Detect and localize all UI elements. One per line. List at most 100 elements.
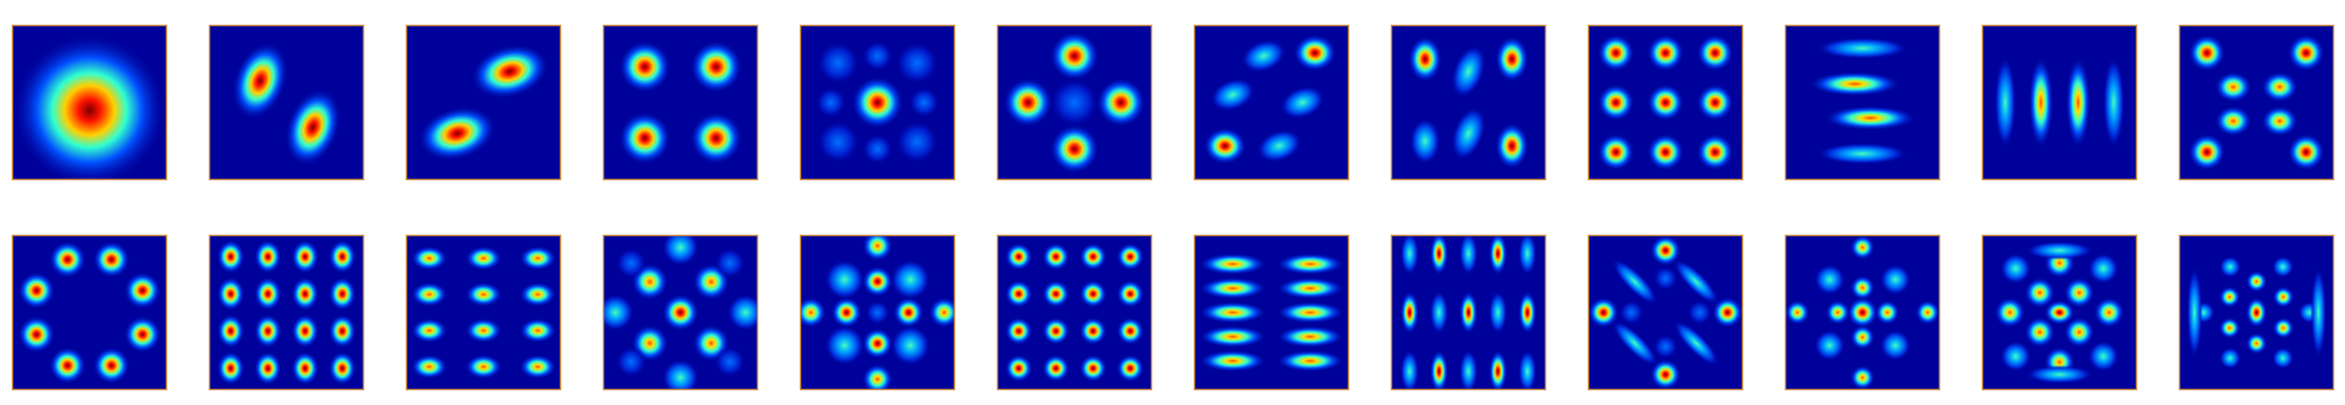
intensity-blob — [1276, 253, 1345, 275]
intensity-blob — [2261, 71, 2299, 103]
intensity-blob — [2219, 347, 2241, 369]
intensity-blob — [862, 266, 893, 297]
panel-border — [1784, 234, 1941, 391]
intensity-blob — [1459, 290, 1478, 335]
intensity-blob — [618, 40, 672, 94]
intensity-blob — [661, 293, 700, 332]
intensity-blob — [1879, 329, 1911, 361]
intensity-blob — [661, 359, 700, 390]
panel-border — [799, 24, 956, 181]
mode-panel — [1784, 24, 1941, 181]
intensity-blob — [1198, 301, 1267, 324]
intensity-blob — [2188, 34, 2226, 72]
intensity-blob — [2063, 316, 2095, 348]
intensity-blob — [1646, 133, 1685, 171]
intensity-blob — [1994, 56, 2017, 149]
mode-image — [1982, 235, 2137, 390]
intensity-blob — [2063, 277, 2095, 309]
intensity-blob — [48, 240, 87, 279]
intensity-blob — [1653, 334, 1678, 359]
intensity-blob — [2000, 253, 2032, 285]
mode-image — [1785, 235, 1940, 390]
intensity-blob — [1650, 359, 1681, 390]
intensity-blob — [862, 133, 893, 165]
mode-image — [800, 235, 955, 390]
mode-panel — [602, 24, 759, 181]
intensity-blob — [1808, 71, 1902, 97]
mode-image — [1194, 25, 1349, 180]
intensity-blob — [908, 87, 940, 118]
intensity-blob — [216, 276, 245, 311]
intensity-blob — [1079, 317, 1108, 346]
intensity-blob — [2214, 71, 2252, 103]
intensity-blob — [1400, 349, 1419, 390]
intensity-blob — [2087, 340, 2119, 372]
intensity-blob — [464, 318, 503, 343]
intensity-blob — [284, 88, 342, 167]
intensity-blob — [2272, 317, 2295, 339]
intensity-blob — [328, 276, 357, 311]
panel-border — [1587, 234, 1744, 391]
intensity-blob — [519, 318, 557, 343]
panel-border — [996, 234, 1153, 391]
intensity-blob — [1488, 290, 1508, 335]
intensity-blob — [1850, 365, 1875, 390]
intensity-blob — [865, 300, 890, 325]
intensity-blob — [464, 245, 503, 271]
intensity-blob — [470, 43, 550, 100]
panel-border — [2178, 24, 2335, 181]
panel-border — [1981, 234, 2138, 391]
intensity-blob — [895, 41, 939, 85]
intensity-blob — [123, 271, 162, 310]
intensity-blob — [689, 111, 743, 165]
intensity-blob — [1451, 106, 1486, 161]
intensity-blob — [2065, 56, 2091, 149]
mode-panel — [1981, 234, 2138, 391]
intensity-blob — [464, 282, 503, 307]
intensity-blob — [12, 32, 167, 180]
mode-image — [1982, 25, 2137, 180]
mode-image — [603, 25, 758, 180]
image-background — [209, 25, 364, 180]
mode-panel — [1193, 234, 1350, 391]
intensity-blob — [1816, 37, 1909, 60]
intensity-blob — [1518, 235, 1537, 276]
intensity-blob — [893, 297, 924, 328]
intensity-blob — [1079, 279, 1108, 308]
intensity-blob — [1210, 78, 1256, 112]
intensity-blob — [603, 293, 634, 332]
intensity-blob — [519, 282, 557, 307]
intensity-blob — [1488, 349, 1508, 390]
intensity-blob — [1203, 127, 1247, 165]
intensity-blob — [824, 259, 865, 300]
intensity-blob — [2188, 133, 2226, 171]
mode-panel — [2178, 234, 2335, 391]
intensity-blob — [410, 245, 448, 271]
mode-panel — [799, 24, 956, 181]
intensity-blob — [1814, 264, 1846, 296]
intensity-blob — [1079, 242, 1108, 271]
intensity-blob — [2272, 256, 2294, 278]
intensity-blob — [615, 346, 647, 378]
intensity-blob — [410, 354, 448, 380]
intensity-blob — [410, 282, 448, 307]
intensity-blob — [1488, 235, 1508, 276]
intensity-blob — [1673, 258, 1720, 305]
intensity-blob — [2025, 241, 2094, 260]
intensity-blob — [1850, 324, 1875, 350]
mode-image — [800, 25, 955, 180]
intensity-blob — [862, 363, 893, 390]
intensity-blob — [2102, 56, 2125, 149]
intensity-blob — [1049, 124, 1100, 174]
intensity-blob — [1116, 242, 1145, 271]
intensity-blob — [464, 354, 503, 380]
mode-image — [2179, 235, 2334, 390]
intensity-blob — [1518, 349, 1537, 390]
intensity-blob — [1256, 129, 1302, 163]
panel-border — [2178, 234, 2335, 391]
mode-panel — [208, 234, 365, 391]
intensity-blob — [1041, 354, 1070, 383]
intensity-blob — [1004, 279, 1033, 308]
mode-image — [406, 25, 561, 180]
intensity-blob — [1116, 317, 1145, 346]
